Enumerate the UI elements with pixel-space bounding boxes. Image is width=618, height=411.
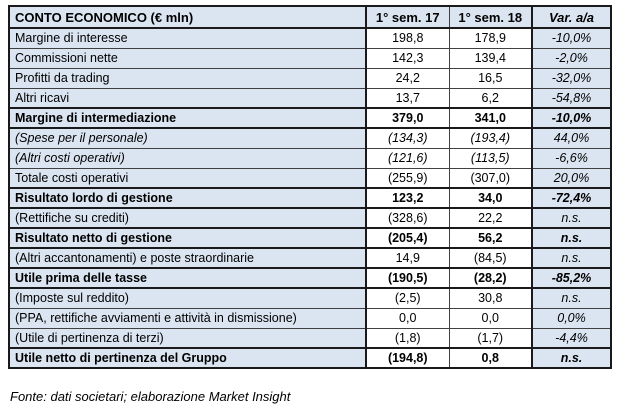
- row-label: (PPA, rettifiche avviamenti e attività i…: [8, 307, 367, 329]
- value-sem1-17: (194,8): [365, 347, 450, 369]
- value-var-yoy: n.s.: [531, 227, 612, 249]
- table-row: (Utile di pertinenza di terzi) (1,8) (1,7)…: [8, 327, 612, 349]
- table-row: Totale costi operativi (255,9) (307,0) 20,0…: [8, 167, 612, 189]
- value-sem1-18: 56,2: [448, 227, 533, 249]
- value-sem1-18: (1,7): [448, 327, 533, 349]
- row-label: Altri ricavi: [8, 87, 367, 109]
- table-row: (Altri accantonamenti) e poste straordin…: [8, 247, 612, 269]
- table-title-cell: CONTO ECONOMICO (€ mln): [8, 5, 367, 29]
- row-label: Utile netto di pertinenza del Gruppo: [8, 347, 367, 369]
- value-sem1-18: 34,0: [448, 187, 533, 209]
- value-var-yoy: -10,0%: [531, 107, 612, 129]
- row-label: Risultato lordo di gestione: [8, 187, 367, 209]
- row-label: Commissioni nette: [8, 47, 367, 69]
- value-sem1-17: (190,5): [365, 267, 450, 289]
- value-var-yoy: -2,0%: [531, 47, 612, 69]
- table-row: Profitti da trading 24,2 16,5 -32,0%: [8, 67, 612, 89]
- value-sem1-17: 0,0: [365, 307, 450, 329]
- value-var-yoy: -54,8%: [531, 87, 612, 109]
- table-row: Risultato netto di gestione (205,4) 56,2 n.…: [8, 227, 612, 249]
- row-label: (Utile di pertinenza di terzi): [8, 327, 367, 349]
- row-label: Margine di interesse: [8, 27, 367, 49]
- value-var-yoy: 44,0%: [531, 127, 612, 149]
- value-sem1-17: 14,9: [365, 247, 450, 269]
- value-var-yoy: n.s.: [531, 207, 612, 229]
- value-sem1-18: (84,5): [448, 247, 533, 269]
- value-sem1-17: (328,6): [365, 207, 450, 229]
- value-sem1-18: 341,0: [448, 107, 533, 129]
- row-label: Totale costi operativi: [8, 167, 367, 189]
- value-sem1-17: (205,4): [365, 227, 450, 249]
- value-sem1-18: 16,5: [448, 67, 533, 89]
- value-var-yoy: -85,2%: [531, 267, 612, 289]
- value-var-yoy: -32,0%: [531, 67, 612, 89]
- value-sem1-17: 142,3: [365, 47, 450, 69]
- table-row: (Imposte sul reddito) (2,5) 30,8 n.s.: [8, 287, 612, 309]
- value-sem1-18: 30,8: [448, 287, 533, 309]
- value-sem1-17: (255,9): [365, 167, 450, 189]
- value-sem1-18: 0,8: [448, 347, 533, 369]
- value-sem1-18: 0,0: [448, 307, 533, 329]
- value-sem1-17: 198,8: [365, 27, 450, 49]
- col-header-var-yoy: Var. a/a: [531, 5, 612, 29]
- row-label: (Altri costi operativi): [8, 147, 367, 169]
- value-var-yoy: n.s.: [531, 287, 612, 309]
- table-row: Margine di intermediazione 379,0 341,0 -10,…: [8, 107, 612, 129]
- value-sem1-18: (113,5): [448, 147, 533, 169]
- value-sem1-17: (121,6): [365, 147, 450, 169]
- table-row: Risultato lordo di gestione 123,2 34,0 -72,…: [8, 187, 612, 209]
- col-header-sem1-18: 1° sem. 18: [448, 5, 533, 29]
- table-row: (Altri costi operativi) (121,6) (113,5) -6,…: [8, 147, 612, 169]
- row-label: Utile prima delle tasse: [8, 267, 367, 289]
- value-sem1-18: 178,9: [448, 27, 533, 49]
- table-row: Commissioni nette 142,3 139,4 -2,0%: [8, 47, 612, 69]
- row-label: (Rettifiche su crediti): [8, 207, 367, 229]
- value-var-yoy: 20,0%: [531, 167, 612, 189]
- table-row: Altri ricavi 13,7 6,2 -54,8%: [8, 87, 612, 109]
- value-var-yoy: n.s.: [531, 347, 612, 369]
- value-sem1-17: 123,2: [365, 187, 450, 209]
- value-sem1-17: (1,8): [365, 327, 450, 349]
- table-row: (Spese per il personale) (134,3) (193,4) 44…: [8, 127, 612, 149]
- value-var-yoy: -10,0%: [531, 27, 612, 49]
- row-label: Margine di intermediazione: [8, 107, 367, 129]
- row-label: Risultato netto di gestione: [8, 227, 367, 249]
- value-sem1-18: (307,0): [448, 167, 533, 189]
- value-var-yoy: -4,4%: [531, 327, 612, 349]
- value-sem1-18: (28,2): [448, 267, 533, 289]
- table-row: Margine di interesse 198,8 178,9 -10,0%: [8, 27, 612, 49]
- table-row: (PPA, rettifiche avviamenti e attività i…: [8, 307, 612, 329]
- table-row: Utile netto di pertinenza del Gruppo (194…: [8, 347, 612, 369]
- value-var-yoy: n.s.: [531, 247, 612, 269]
- row-label: Profitti da trading: [8, 67, 367, 89]
- income-statement-table: CONTO ECONOMICO (€ mln) 1° sem. 17 1° se…: [8, 5, 612, 369]
- value-var-yoy: -72,4%: [531, 187, 612, 209]
- value-sem1-17: (134,3): [365, 127, 450, 149]
- table-row: Utile prima delle tasse (190,5) (28,2) -85,…: [8, 267, 612, 289]
- table-row: (Rettifiche su crediti) (328,6) 22,2 n.s.: [8, 207, 612, 229]
- value-sem1-17: 13,7: [365, 87, 450, 109]
- value-sem1-17: 379,0: [365, 107, 450, 129]
- header-row: CONTO ECONOMICO (€ mln) 1° sem. 17 1° se…: [8, 5, 612, 29]
- col-header-sem1-17: 1° sem. 17: [365, 5, 450, 29]
- value-sem1-17: (2,5): [365, 287, 450, 309]
- value-var-yoy: 0,0%: [531, 307, 612, 329]
- value-sem1-18: 22,2: [448, 207, 533, 229]
- row-label: (Altri accantonamenti) e poste straordin…: [8, 247, 367, 269]
- value-sem1-17: 24,2: [365, 67, 450, 89]
- row-label: (Imposte sul reddito): [8, 287, 367, 309]
- value-sem1-18: (193,4): [448, 127, 533, 149]
- source-note: Fonte: dati societari; elaborazione Mark…: [10, 389, 291, 404]
- value-sem1-18: 139,4: [448, 47, 533, 69]
- value-sem1-18: 6,2: [448, 87, 533, 109]
- value-var-yoy: -6,6%: [531, 147, 612, 169]
- row-label: (Spese per il personale): [8, 127, 367, 149]
